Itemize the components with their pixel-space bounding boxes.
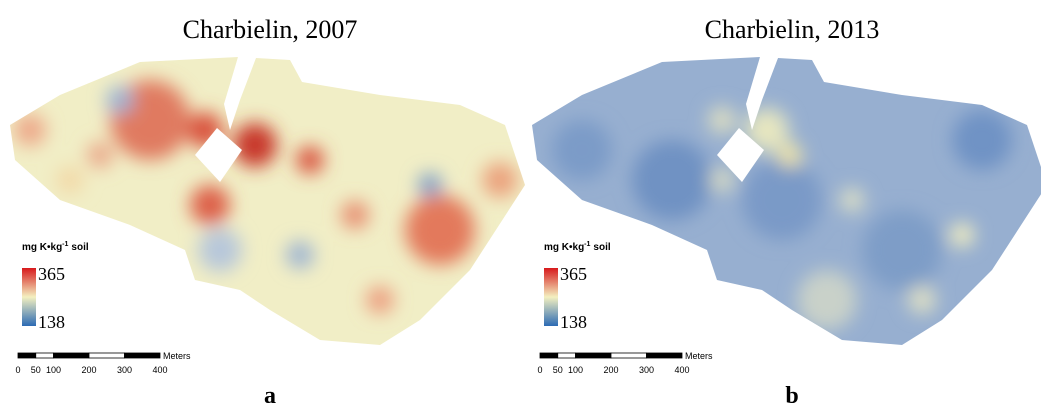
panel-title: Charbielin, 2013 xyxy=(705,15,880,44)
blob xyxy=(341,201,369,229)
legend-title-part: -1 xyxy=(62,241,68,248)
scale-label: 0 xyxy=(15,365,20,375)
scale-label: 50 xyxy=(553,365,563,375)
legend-title-part: soil xyxy=(71,242,88,253)
legend-title: mg K•kg-1 soil xyxy=(544,241,611,253)
map-hole xyxy=(195,128,242,182)
legend-ramp xyxy=(22,268,36,326)
scale-label: 300 xyxy=(639,365,654,375)
scale-segment xyxy=(88,352,125,359)
scale-segment xyxy=(646,352,683,359)
blob xyxy=(190,185,230,225)
blob xyxy=(950,223,974,247)
scale-label: 200 xyxy=(603,365,618,375)
legend-min: 138 xyxy=(560,312,587,332)
panel-label: a xyxy=(264,383,276,409)
legend-title-part: -1 xyxy=(584,241,590,248)
blob xyxy=(198,228,242,272)
map-notch xyxy=(746,57,778,130)
scale-label: 100 xyxy=(568,365,583,375)
blob xyxy=(56,166,84,194)
blob xyxy=(482,162,518,198)
scale-label: 300 xyxy=(117,365,132,375)
blob xyxy=(797,270,857,330)
map xyxy=(10,57,525,345)
legend-min: 138 xyxy=(38,312,65,332)
legend-title-part: soil xyxy=(593,242,610,253)
scale-segment xyxy=(557,352,576,359)
blob xyxy=(952,110,1012,170)
map-hole xyxy=(717,128,764,182)
blob xyxy=(778,143,802,167)
scale-segment xyxy=(17,352,37,359)
blob xyxy=(418,173,442,197)
scale-label: 50 xyxy=(31,365,41,375)
map-surface xyxy=(552,106,1012,330)
scale-segment xyxy=(539,352,559,359)
panel-label: b xyxy=(785,383,798,409)
panel: Charbielin, 2013 mg K•kg-1 soil 365 138 0 50 10… xyxy=(532,15,1041,409)
legend-ramp xyxy=(544,268,558,326)
blob xyxy=(106,86,134,114)
scale-label: 100 xyxy=(46,365,61,375)
scale-unit: Meters xyxy=(163,351,191,361)
legend-title: mg K•kg-1 soil xyxy=(22,241,89,253)
scale-label: 200 xyxy=(81,365,96,375)
blob xyxy=(286,241,314,269)
scale-label: 400 xyxy=(152,365,167,375)
blob xyxy=(742,160,822,240)
map xyxy=(532,57,1041,345)
legend-max: 365 xyxy=(560,264,587,284)
scale-label: 400 xyxy=(674,365,689,375)
blob xyxy=(14,114,46,146)
blob xyxy=(840,188,864,212)
panel-title: Charbielin, 2007 xyxy=(183,15,358,44)
blob xyxy=(745,108,789,152)
map-surface xyxy=(14,80,518,314)
legend-title-part: mg K•kg xyxy=(22,242,62,253)
blob xyxy=(366,286,394,314)
blob xyxy=(87,142,113,168)
blob xyxy=(296,146,324,174)
legend-max: 365 xyxy=(38,264,65,284)
scale-label: 0 xyxy=(537,365,542,375)
map-base xyxy=(10,57,525,345)
legend-title-part: mg K•kg xyxy=(544,242,584,253)
blob xyxy=(632,140,712,220)
blob xyxy=(708,106,736,134)
scale-segment xyxy=(35,352,54,359)
map-notch xyxy=(224,57,256,130)
blob xyxy=(405,195,475,265)
blob xyxy=(862,210,942,290)
scale-segment xyxy=(53,352,90,359)
blob xyxy=(710,168,734,192)
blob xyxy=(233,123,277,167)
panel: Charbielin, 2007 mg K•kg-1 soil 365 138 0 50 10… xyxy=(10,15,525,409)
scale-segment xyxy=(124,352,161,359)
blob xyxy=(552,120,612,180)
scale-unit: Meters xyxy=(685,351,713,361)
scale-segment xyxy=(575,352,612,359)
scale-segment xyxy=(610,352,647,359)
blob xyxy=(908,286,936,314)
